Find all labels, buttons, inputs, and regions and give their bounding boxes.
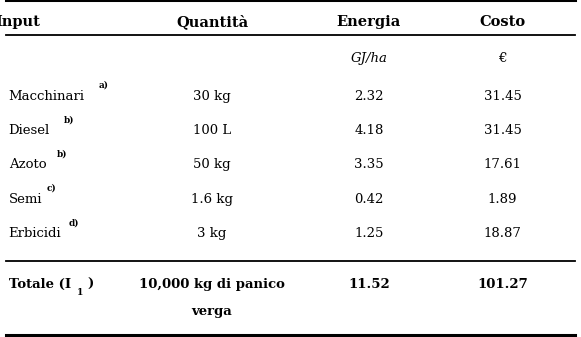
Text: Macchinari: Macchinari xyxy=(9,90,85,102)
Text: 10,000 kg di panico: 10,000 kg di panico xyxy=(139,278,285,291)
Text: Azoto: Azoto xyxy=(9,158,46,171)
Text: 31.45: 31.45 xyxy=(483,124,522,137)
Text: 101.27: 101.27 xyxy=(477,278,528,291)
Text: Input: Input xyxy=(0,15,40,29)
Text: b): b) xyxy=(56,150,67,158)
Text: 50 kg: 50 kg xyxy=(193,158,231,171)
Text: 30 kg: 30 kg xyxy=(193,90,231,102)
Text: Semi: Semi xyxy=(9,193,42,206)
Text: 1.89: 1.89 xyxy=(488,193,517,206)
Text: Quantità: Quantità xyxy=(176,14,248,29)
Text: 2.32: 2.32 xyxy=(354,90,383,102)
Text: GJ/ha: GJ/ha xyxy=(350,53,388,65)
Text: 11.52: 11.52 xyxy=(348,278,390,291)
Text: Energia: Energia xyxy=(337,15,401,29)
Text: 18.87: 18.87 xyxy=(483,227,522,240)
Text: Costo: Costo xyxy=(479,15,526,29)
Text: Diesel: Diesel xyxy=(9,124,50,137)
Text: d): d) xyxy=(69,218,79,227)
Text: c): c) xyxy=(46,184,56,193)
Text: 100 L: 100 L xyxy=(193,124,231,137)
Text: 17.61: 17.61 xyxy=(483,158,522,171)
Text: verga: verga xyxy=(192,305,232,318)
Text: 3.35: 3.35 xyxy=(354,158,383,171)
Text: 3 kg: 3 kg xyxy=(198,227,227,240)
Text: €: € xyxy=(498,53,507,65)
Text: Erbicidi: Erbicidi xyxy=(9,227,62,240)
Text: ): ) xyxy=(88,278,94,291)
Text: b): b) xyxy=(64,115,74,124)
Text: 1.25: 1.25 xyxy=(354,227,383,240)
Text: Totale (I: Totale (I xyxy=(9,278,71,291)
Text: 4.18: 4.18 xyxy=(354,124,383,137)
Text: 1.6 kg: 1.6 kg xyxy=(191,193,233,206)
Text: 1: 1 xyxy=(77,288,84,297)
Text: a): a) xyxy=(99,81,109,90)
Text: 0.42: 0.42 xyxy=(354,193,383,206)
Text: 31.45: 31.45 xyxy=(483,90,522,102)
